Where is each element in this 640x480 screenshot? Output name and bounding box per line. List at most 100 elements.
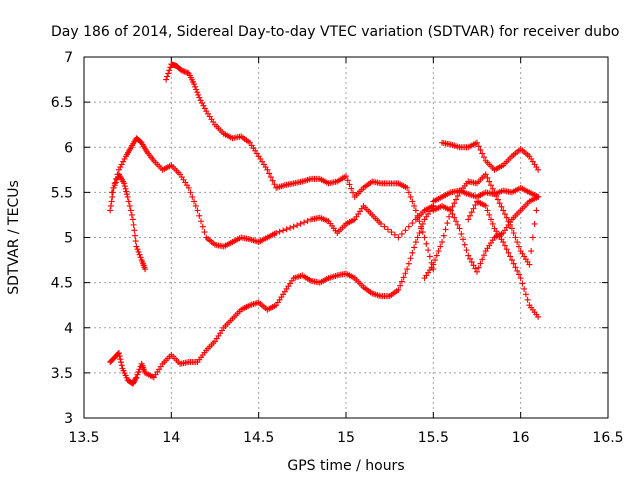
data-point-marker [114,171,121,178]
data-point-marker [474,268,480,275]
data-point-marker [493,192,500,199]
data-point-marker [521,285,528,292]
data-point-marker [192,202,199,209]
series-track-5 [163,61,437,273]
data-point-marker [194,89,201,96]
data-point-marker [388,229,395,236]
data-point-marker [124,193,131,200]
data-point-marker [535,193,542,200]
data-point-marker [195,91,202,98]
data-point-marker [470,262,477,269]
data-point-marker [134,246,141,253]
data-point-marker [404,266,411,273]
x-tick-label: 15.5 [418,430,449,446]
series-track-7 [439,139,542,173]
chart-title: Day 186 of 2014, Sidereal Day-to-day VTE… [51,24,619,40]
data-point-marker [395,286,402,293]
data-point-marker [510,260,517,267]
x-axis-label: GPS time / hours [287,458,404,474]
data-point-marker [486,211,493,218]
data-point-marker [132,238,139,245]
data-point-marker [113,175,120,182]
data-point-marker [201,105,208,112]
y-tick-label: 6 [64,140,73,156]
data-point-marker [189,193,196,200]
data-point-marker [115,350,122,357]
x-tick-label: 16.5 [592,430,623,446]
data-point-marker [474,139,480,146]
data-point-marker [297,220,304,227]
series-track-6 [430,184,542,205]
data-point-marker [514,239,521,246]
data-point-marker [290,223,297,230]
data-point-marker [398,230,405,237]
data-point-marker [503,214,510,221]
data-point-marker [273,229,280,236]
data-point-marker [193,86,200,93]
data-point-marker [468,209,475,216]
data-point-marker [475,264,482,271]
data-point-marker [377,220,384,227]
data-points [107,61,542,387]
data-point-marker [479,150,486,157]
data-point-marker [398,278,405,285]
data-point-marker [472,202,479,209]
data-point-marker [515,271,522,278]
data-point-marker [134,371,141,378]
data-point-marker [514,267,521,274]
data-point-marker [475,143,482,150]
data-point-marker [458,230,465,237]
data-point-marker [283,226,290,233]
x-tick-label: 14.5 [243,430,274,446]
data-point-marker [163,76,170,83]
data-point-marker [301,219,308,226]
data-point-marker [164,73,171,80]
x-tick-label: 14 [162,430,180,446]
data-point-marker [409,198,416,205]
data-point-marker [136,251,143,258]
data-point-marker [494,196,501,203]
data-point-marker [381,223,388,230]
data-point-marker [528,248,535,255]
data-point-marker [113,176,120,183]
data-point-marker [430,261,437,268]
data-point-marker [507,221,514,228]
data-point-marker [508,257,515,264]
data-point-marker [480,252,487,259]
y-tick-label: 6.5 [51,95,73,111]
data-point-marker [118,161,125,168]
data-point-marker [489,220,496,227]
data-point-marker [267,174,274,181]
data-point-marker [454,192,461,199]
data-point-marker [487,216,494,223]
data-point-marker [435,248,442,255]
data-point-marker [416,229,423,236]
plot-frame [83,56,609,419]
data-point-marker [276,228,283,235]
data-point-marker [512,234,519,241]
data-point-marker [437,243,444,250]
data-point-marker [529,234,536,241]
data-point-marker [461,241,468,248]
data-point-marker [414,212,421,219]
data-point-marker [416,218,423,225]
data-point-marker [510,229,517,236]
data-point-marker [123,188,130,195]
data-point-marker [440,232,447,239]
data-point-marker [348,185,355,192]
data-point-marker [131,227,138,234]
data-point-marker [454,221,461,228]
data-point-marker [349,189,356,196]
y-axis-label: SDTVAR / TECUs [6,180,22,295]
data-point-marker [404,184,411,191]
x-tick-label: 15 [337,430,355,446]
data-point-marker [126,202,133,209]
data-point-marker [418,223,425,230]
data-point-marker [500,207,507,214]
data-point-marker [425,247,432,254]
data-point-marker [480,154,487,161]
data-point-marker [442,226,449,233]
x-tick-label: 13.5 [68,430,99,446]
data-point-marker [407,193,414,200]
